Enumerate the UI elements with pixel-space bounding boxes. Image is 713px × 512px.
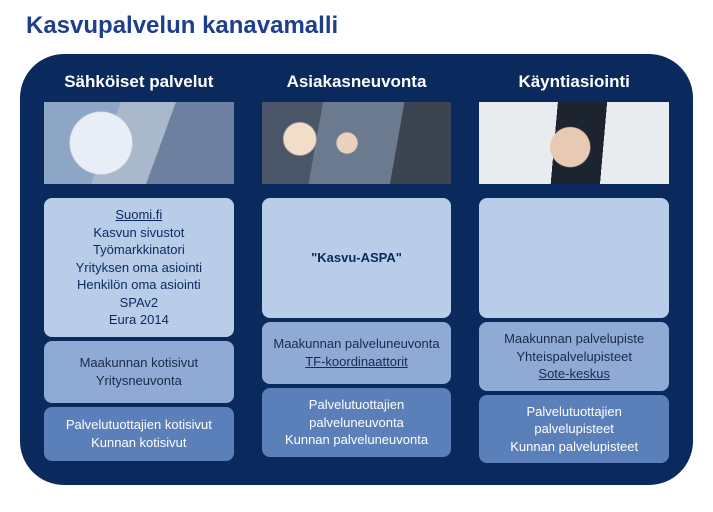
text-line: Maakunnan palveluneuvonta bbox=[268, 335, 446, 353]
text-line: Kunnan palvelupisteet bbox=[485, 438, 663, 456]
box-tier2: Maakunnan kotisivutYritysneuvonta bbox=[44, 341, 234, 403]
text-line: Henkilön oma asiointi bbox=[50, 276, 228, 294]
text-line: Maakunnan palvelupiste bbox=[485, 330, 663, 348]
box-tier1 bbox=[479, 198, 669, 318]
text-line: Kasvun sivustot bbox=[50, 224, 228, 242]
channels-panel: Sähköiset palvelut Suomi.fiKasvun sivust… bbox=[20, 54, 693, 485]
text-line: Työmarkkinatori bbox=[50, 241, 228, 259]
box-tier3: Palvelutuottajien palveluneuvontaKunnan … bbox=[262, 388, 452, 457]
column-digital: Sähköiset palvelut Suomi.fiKasvun sivust… bbox=[44, 72, 234, 463]
text-line: SPAv2 bbox=[50, 294, 228, 312]
box-tier1: Suomi.fiKasvun sivustotTyömarkkinatoriYr… bbox=[44, 198, 234, 337]
column-heading: Asiakasneuvonta bbox=[262, 72, 452, 92]
text-line: Kunnan palveluneuvonta bbox=[268, 431, 446, 449]
text-line: Kunnan kotisivut bbox=[50, 434, 228, 452]
box-tier2: Maakunnan palveluneuvontaTF-koordinaatto… bbox=[262, 322, 452, 384]
column-image bbox=[479, 102, 669, 184]
text-line: Palvelutuottajien kotisivut bbox=[50, 416, 228, 434]
text-line: "Kasvu-ASPA" bbox=[268, 249, 446, 267]
text-line: Yritysneuvonta bbox=[50, 372, 228, 390]
column-image bbox=[44, 102, 234, 184]
column-image bbox=[262, 102, 452, 184]
box-tier3: Palvelutuottajien palvelupisteetKunnan p… bbox=[479, 395, 669, 464]
page-title: Kasvupalvelun kanavamalli bbox=[20, 12, 693, 40]
box-tier1: "Kasvu-ASPA" bbox=[262, 198, 452, 318]
column-heading: Käyntiasiointi bbox=[479, 72, 669, 92]
text-line: Sote-keskus bbox=[485, 365, 663, 383]
text-line: Yrityksen oma asiointi bbox=[50, 259, 228, 277]
text-line: Eura 2014 bbox=[50, 311, 228, 329]
text-line: Palvelutuottajien palvelupisteet bbox=[485, 403, 663, 438]
text-line: Yhteispalvelupisteet bbox=[485, 348, 663, 366]
column-visit: Käyntiasiointi Maakunnan palvelupisteYht… bbox=[479, 72, 669, 463]
column-heading: Sähköiset palvelut bbox=[44, 72, 234, 92]
column-advice: Asiakasneuvonta "Kasvu-ASPA" Maakunnan p… bbox=[262, 72, 452, 463]
text-line: TF-koordinaattorit bbox=[268, 353, 446, 371]
text-line: Maakunnan kotisivut bbox=[50, 354, 228, 372]
box-tier3: Palvelutuottajien kotisivutKunnan kotisi… bbox=[44, 407, 234, 461]
box-tier2: Maakunnan palvelupisteYhteispalvelupiste… bbox=[479, 322, 669, 391]
text-line: Suomi.fi bbox=[50, 206, 228, 224]
text-line: Palvelutuottajien palveluneuvonta bbox=[268, 396, 446, 431]
